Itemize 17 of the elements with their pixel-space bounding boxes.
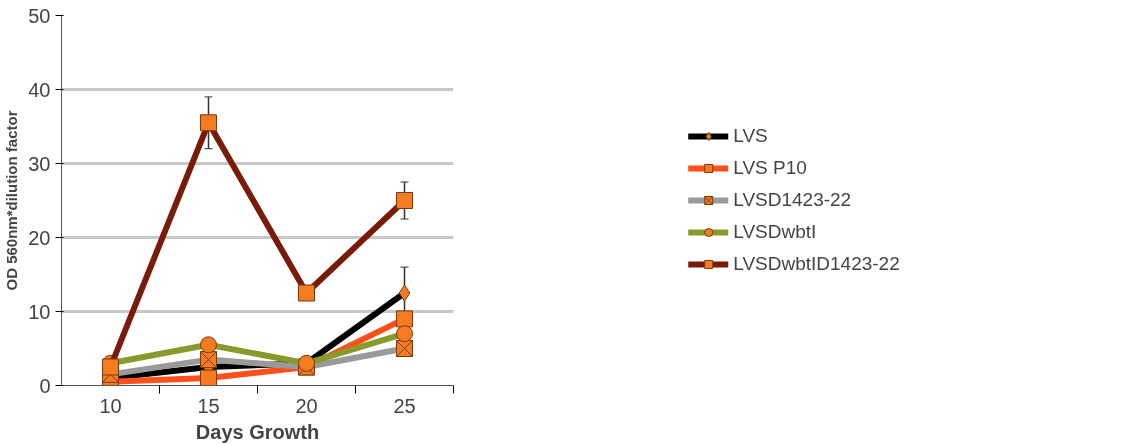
y-tick-label: 50	[28, 4, 51, 27]
legend-label: LVS	[733, 125, 768, 147]
y-axis-title: OD 560nm*dilution factor	[3, 110, 21, 291]
x-tick-label: 20	[295, 394, 318, 417]
y-tick-label: 20	[28, 226, 51, 249]
y-tick-label: 10	[28, 300, 51, 323]
y-tick-label: 30	[28, 152, 51, 175]
legend-label: LVSD1423-22	[733, 189, 852, 211]
y-tick-label: 40	[28, 78, 51, 101]
x-tick-label: 25	[393, 394, 416, 417]
y-tick-label: 0	[39, 374, 51, 397]
legend-label: LVS P10	[733, 157, 807, 179]
x-tick-label: 10	[99, 394, 122, 417]
legend-label: LVSDwbtID1423-22	[733, 253, 900, 275]
legend-label: LVSDwbtI	[733, 221, 817, 243]
x-tick-label: 15	[197, 394, 220, 417]
x-axis-title: Days Growth	[195, 420, 320, 443]
